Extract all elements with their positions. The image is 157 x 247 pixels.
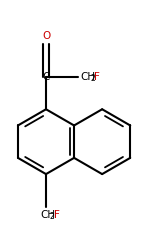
Text: C: C	[42, 72, 50, 82]
Text: F: F	[94, 72, 100, 82]
Text: F: F	[54, 210, 60, 220]
Text: CH: CH	[80, 72, 95, 82]
Text: 2: 2	[50, 212, 55, 221]
Text: CH: CH	[40, 210, 55, 220]
Text: 2: 2	[90, 74, 95, 83]
Text: O: O	[42, 31, 50, 41]
